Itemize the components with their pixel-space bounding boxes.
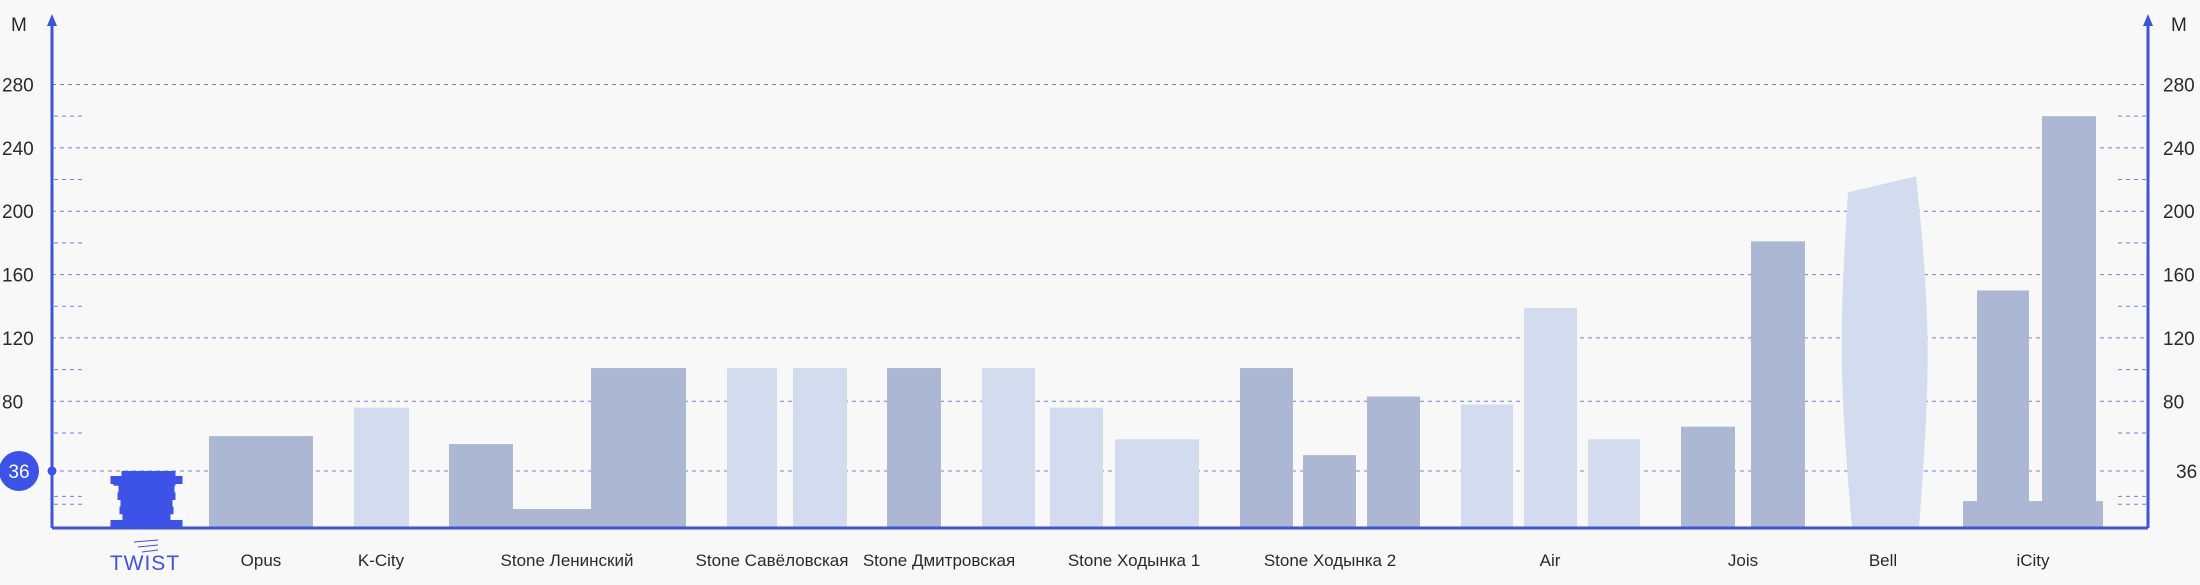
bar-building: [727, 368, 777, 528]
tick-label-right: 160: [2163, 266, 2195, 287]
bar-building: [2042, 116, 2096, 528]
twist-floor: [120, 499, 173, 508]
tick-label-right: 280: [2163, 76, 2195, 97]
category-label: K-City: [358, 551, 405, 570]
bar-building: [1588, 439, 1640, 528]
bar-building: [793, 368, 847, 528]
logo-swoosh-icon: [137, 544, 159, 548]
highlight-value-label: 36: [8, 462, 29, 483]
axes: [47, 14, 2153, 530]
bar-twist-building: [110, 470, 183, 529]
twist-ledge: [110, 475, 183, 484]
tick-label-left: 160: [2, 266, 34, 287]
tick-label-right: 80: [2163, 392, 2184, 413]
category-labels: TWIST Opus K-City Stone Ленинский Stone Савё…: [110, 539, 2050, 575]
logo-swoosh-icon: [141, 549, 159, 553]
bar-building: [1681, 426, 1735, 528]
twist-logo: TWIST: [110, 539, 180, 575]
twist-base: [110, 520, 183, 528]
twist-floor: [121, 470, 176, 479]
category-label: Stone Ленинский: [501, 551, 634, 570]
bars: [110, 116, 2103, 529]
bar-building: [982, 368, 1035, 528]
twist-floor: [118, 485, 175, 493]
twist-floor: [122, 513, 171, 522]
left-unit-label: М: [11, 15, 27, 36]
logo-swoosh-icon: [133, 539, 159, 543]
bar-building: [449, 444, 513, 528]
highlight-circle: [0, 450, 39, 491]
category-label: Air: [1540, 551, 1561, 570]
category-label: Stone Ходынка 2: [1264, 551, 1396, 570]
twist-logo-text: TWIST: [110, 552, 180, 575]
bar-building: [1240, 368, 1293, 528]
bar-building: [1461, 404, 1513, 528]
category-label: Opus: [241, 551, 282, 570]
bar-building: [1303, 455, 1356, 528]
category-label: Jois: [1728, 551, 1758, 570]
tick-labels: 80 80 120 120 160 160 200 200 240 240 280 280 36: [2, 76, 2197, 483]
bar-building: [591, 368, 686, 528]
bar-building: [887, 368, 941, 528]
tick-label-right: 240: [2163, 139, 2195, 160]
highlight-badge: 36: [0, 450, 57, 491]
tick-label-left: 120: [2, 329, 34, 350]
category-label: Bell: [1869, 551, 1897, 570]
right-axis-arrow-icon: [2143, 14, 2153, 26]
bar-building: [1977, 290, 2029, 528]
bar-building: [513, 508, 591, 528]
bar-building: [1524, 307, 1577, 528]
bar-bell-building: [1841, 176, 1928, 528]
left-axis-arrow-icon: [47, 14, 57, 26]
twist-floor: [119, 506, 174, 515]
tick-label-left: 240: [2, 139, 34, 160]
bar-building: [1367, 396, 1420, 528]
bar-building: [1050, 407, 1103, 528]
bar-building: [209, 436, 313, 528]
tick-label-left: 280: [2, 76, 34, 97]
tick-label-right: 200: [2163, 202, 2195, 223]
tick-label-right: 120: [2163, 329, 2195, 350]
tick-label-right-highlight: 36: [2176, 462, 2197, 483]
category-label: Stone Ходынка 1: [1068, 551, 1200, 570]
category-label: Stone Савёловская: [696, 551, 849, 570]
highlight-axis-dot: [47, 466, 57, 476]
bar-building: [354, 407, 409, 528]
tick-label-left: 200: [2, 202, 34, 223]
tick-label-left: 80: [2, 392, 23, 413]
twist-floor: [117, 492, 176, 500]
category-label: iCity: [2016, 551, 2050, 570]
bar-building: [1751, 241, 1805, 528]
right-unit-label: М: [2171, 15, 2187, 36]
category-label: Stone Дмитровская: [863, 551, 1015, 570]
bar-building: [1115, 439, 1199, 528]
